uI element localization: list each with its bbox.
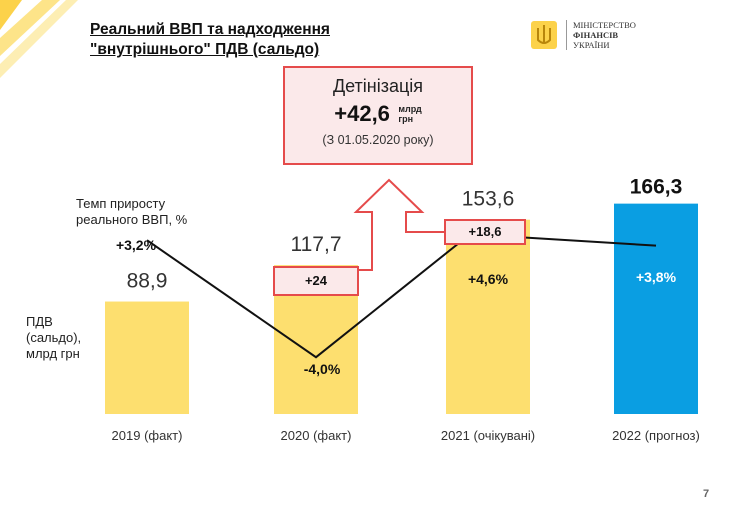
bar-0: [105, 301, 189, 414]
gdp-point-label: -4,0%: [304, 361, 341, 377]
bar-value-label: 153,6: [462, 188, 515, 211]
x-tick-label: 2019 (факт): [112, 428, 183, 443]
gdp-legend: Темп приросту реального ВВП, %: [76, 196, 188, 227]
corner-decoration: [0, 0, 78, 78]
title-line-2: "внутрішнього" ПДВ (сальдо): [90, 41, 320, 58]
detinization-note: (З 01.05.2020 року): [322, 133, 434, 147]
gdp-point-label: +3,2%: [116, 237, 157, 253]
bar-value-label: 88,9: [127, 270, 168, 293]
detinization-callout: Детінізація +42,6 млрд грн (З 01.05.2020 …: [283, 66, 473, 165]
title-line-1: Реальний ВВП та надходження: [90, 21, 330, 38]
detinization-unit: млрд грн: [398, 104, 422, 124]
gdp-growth-line: [146, 233, 657, 359]
vat-legend: ПДВ (сальдо), млрд грн: [26, 314, 82, 361]
bar-value-label: 166,3: [630, 176, 683, 199]
gdp-point-label: +4,6%: [468, 271, 509, 287]
bar-3: [614, 203, 698, 414]
trident-emblem-icon: [531, 21, 557, 49]
page-title: Реальний ВВП та надходження "внутрішньог…: [90, 20, 330, 60]
arrow-2020-to-callout: [353, 178, 446, 271]
x-tick-label: 2020 (факт): [281, 428, 352, 443]
x-tick-label: 2021 (очікувані): [441, 428, 535, 443]
page-number: 7: [703, 488, 710, 500]
increment-box-2021: +18,6: [444, 219, 526, 245]
detinization-value: +42,6: [334, 101, 390, 126]
bar-2: [446, 219, 530, 414]
ministry-logo: МІНІСТЕРСТВО ФІНАНСІВ УКРАЇНИ: [530, 20, 636, 50]
detinization-title: Детінізація: [332, 76, 424, 96]
increment-box-2020: +24: [273, 266, 359, 296]
gdp-point-label: +3,8%: [636, 269, 677, 285]
bar-value-label: 117,7: [291, 233, 342, 256]
x-tick-label: 2022 (прогноз): [612, 428, 700, 443]
ministry-name: МІНІСТЕРСТВО ФІНАНСІВ УКРАЇНИ: [566, 20, 636, 50]
